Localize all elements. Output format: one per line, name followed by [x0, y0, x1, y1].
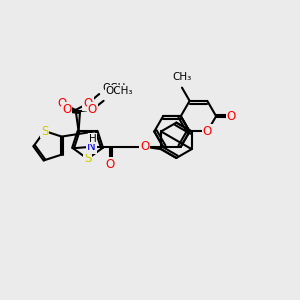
Text: O: O: [62, 103, 71, 116]
Text: OCH₃: OCH₃: [105, 85, 133, 95]
Text: OCH₃: OCH₃: [102, 82, 130, 93]
Text: O: O: [140, 140, 149, 153]
Text: H: H: [89, 134, 97, 143]
Text: O: O: [106, 158, 115, 171]
Text: O: O: [57, 97, 66, 110]
Text: S: S: [84, 152, 91, 165]
Text: S: S: [41, 124, 48, 137]
Text: O: O: [83, 97, 93, 110]
Text: O: O: [203, 125, 212, 138]
Text: O: O: [227, 110, 236, 123]
Text: O: O: [88, 103, 97, 116]
Text: CH₃: CH₃: [172, 72, 192, 82]
Text: N: N: [87, 140, 96, 153]
